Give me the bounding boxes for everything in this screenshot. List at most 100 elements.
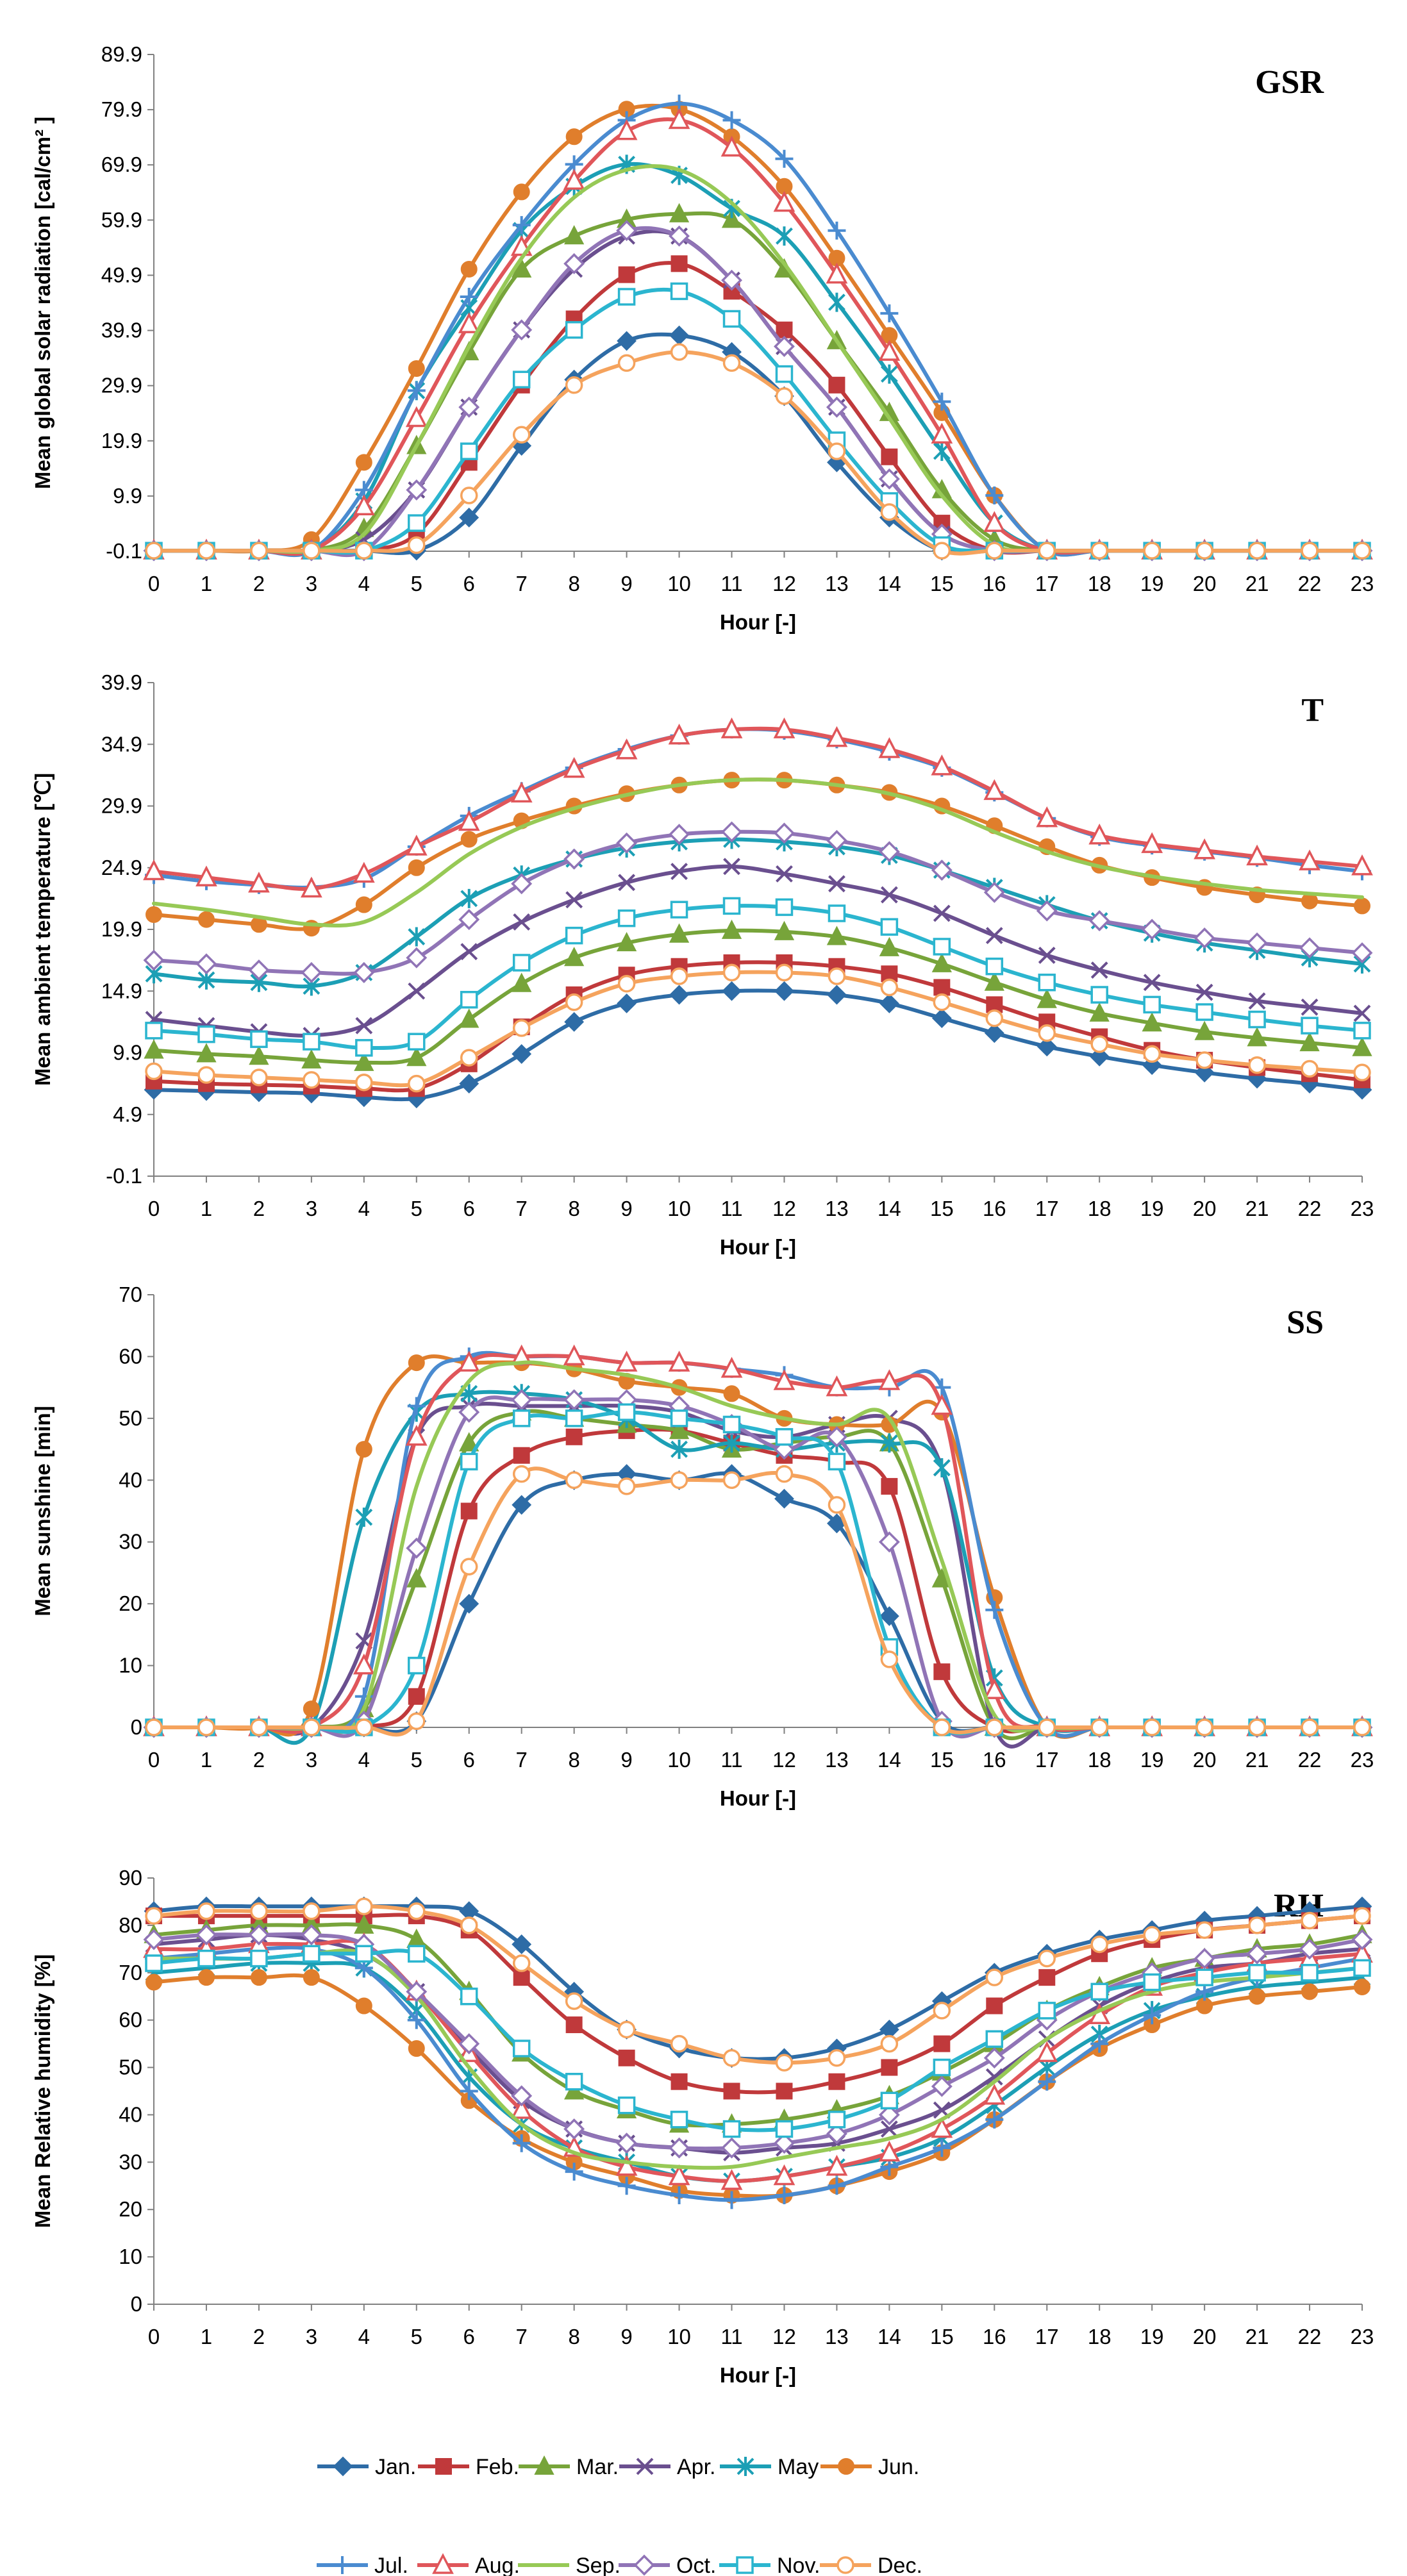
x-tick-label: 7 — [516, 1748, 528, 1772]
data-point — [721, 269, 742, 291]
data-point — [722, 897, 741, 915]
x-tick-label: 19 — [1140, 1197, 1164, 1220]
x-tick-label: 5 — [411, 572, 422, 595]
x-tick-label: 12 — [772, 572, 796, 595]
data-point — [1248, 1056, 1266, 1074]
x-axis-title: Hour [-] — [720, 1235, 796, 1259]
data-point — [828, 2049, 846, 2067]
panel-gsr: -0.1 9.9 19.9 29.9 39.9 49.9 59.9 69.9 79.9 89.9 0… — [31, 42, 1374, 634]
data-point — [828, 904, 846, 922]
data-point — [408, 360, 425, 377]
x-axis-title: Hour [-] — [720, 610, 796, 634]
series-dec — [145, 343, 1371, 560]
data-point — [563, 1389, 585, 1411]
data-point — [881, 1477, 898, 1495]
series-jun — [146, 772, 1370, 937]
data-point — [1354, 1978, 1370, 1995]
y-tick-label: 20 — [119, 1591, 142, 1615]
data-point — [563, 756, 585, 778]
data-point — [775, 365, 794, 383]
data-point — [722, 2120, 741, 2138]
data-point — [617, 2096, 636, 2115]
data-point — [722, 963, 741, 982]
legend-item-jul: Jul. — [317, 2554, 408, 2576]
x-tick-label: 2 — [253, 2325, 265, 2348]
data-point — [1141, 832, 1163, 853]
y-tick-label: 0 — [131, 1715, 142, 1739]
data-point — [458, 1350, 480, 1372]
data-point — [1143, 1925, 1161, 1944]
data-point — [459, 508, 479, 528]
data-point — [1038, 2072, 1056, 2091]
data-point — [511, 873, 533, 895]
data-point — [720, 135, 743, 157]
x-tick-label: 21 — [1245, 572, 1269, 595]
data-point — [1036, 2041, 1058, 2063]
data-point — [983, 2084, 1006, 2105]
data-point — [408, 982, 426, 1000]
data-point — [565, 1409, 583, 1427]
data-point — [881, 448, 898, 465]
data-point — [670, 1471, 688, 1490]
data-point — [355, 1039, 373, 1057]
x-tick-label: 3 — [306, 2325, 317, 2348]
data-point — [618, 2049, 635, 2066]
data-point — [826, 829, 847, 851]
legend-marker — [837, 2556, 854, 2574]
data-point — [408, 1656, 426, 1675]
data-point — [355, 542, 373, 560]
legend-marker — [838, 2458, 854, 2475]
x-tick-label: 19 — [1140, 572, 1164, 595]
data-point — [303, 1945, 321, 1963]
data-point — [512, 1019, 531, 1037]
data-point — [1246, 844, 1268, 866]
x-tick-label: 22 — [1298, 572, 1322, 595]
x-tick-label: 16 — [983, 2325, 1006, 2348]
x-tick-label: 3 — [306, 1748, 317, 1772]
data-point — [1301, 542, 1319, 560]
data-point — [880, 304, 899, 322]
data-point — [878, 1369, 901, 1390]
data-point — [1248, 542, 1266, 560]
data-point — [353, 861, 375, 883]
y-tick-label: 30 — [119, 1530, 142, 1554]
data-point — [563, 2118, 585, 2140]
series-jul — [145, 94, 1371, 560]
data-point — [879, 1606, 899, 1626]
data-point — [513, 1447, 530, 1464]
data-point — [931, 754, 953, 776]
data-point — [460, 288, 478, 306]
data-point — [1143, 1045, 1161, 1063]
data-point — [669, 325, 689, 345]
data-point — [355, 1897, 373, 1916]
data-point — [460, 888, 478, 908]
legend-label: Feb. — [476, 2455, 519, 2479]
y-tick-label: 49.9 — [101, 263, 142, 287]
data-point — [460, 1916, 478, 1934]
data-point — [880, 918, 899, 936]
data-point — [512, 1934, 532, 1954]
data-point — [617, 993, 637, 1013]
data-point — [720, 2169, 743, 2190]
data-point — [355, 454, 372, 471]
legend-marker — [333, 2456, 353, 2477]
legend-label: Aug. — [475, 2554, 520, 2576]
data-point — [1301, 1017, 1319, 1035]
x-tick-label: 10 — [667, 1748, 691, 1772]
data-point — [143, 949, 165, 971]
data-point — [408, 2040, 425, 2057]
data-point — [828, 1496, 846, 1514]
x-tick-label: 4 — [358, 1748, 370, 1772]
y-tick-label: -0.1 — [106, 1164, 142, 1188]
y-tick-label: 80 — [119, 1913, 142, 1937]
data-point — [1351, 1929, 1373, 1950]
x-tick-label: 19 — [1140, 2325, 1164, 2348]
data-point — [353, 961, 375, 983]
x-tick-label: 12 — [772, 1197, 796, 1220]
data-point — [617, 909, 636, 927]
data-point — [878, 841, 900, 863]
data-point — [615, 1350, 638, 1372]
data-point — [458, 1401, 480, 1423]
x-tick-label: 18 — [1088, 1748, 1111, 1772]
